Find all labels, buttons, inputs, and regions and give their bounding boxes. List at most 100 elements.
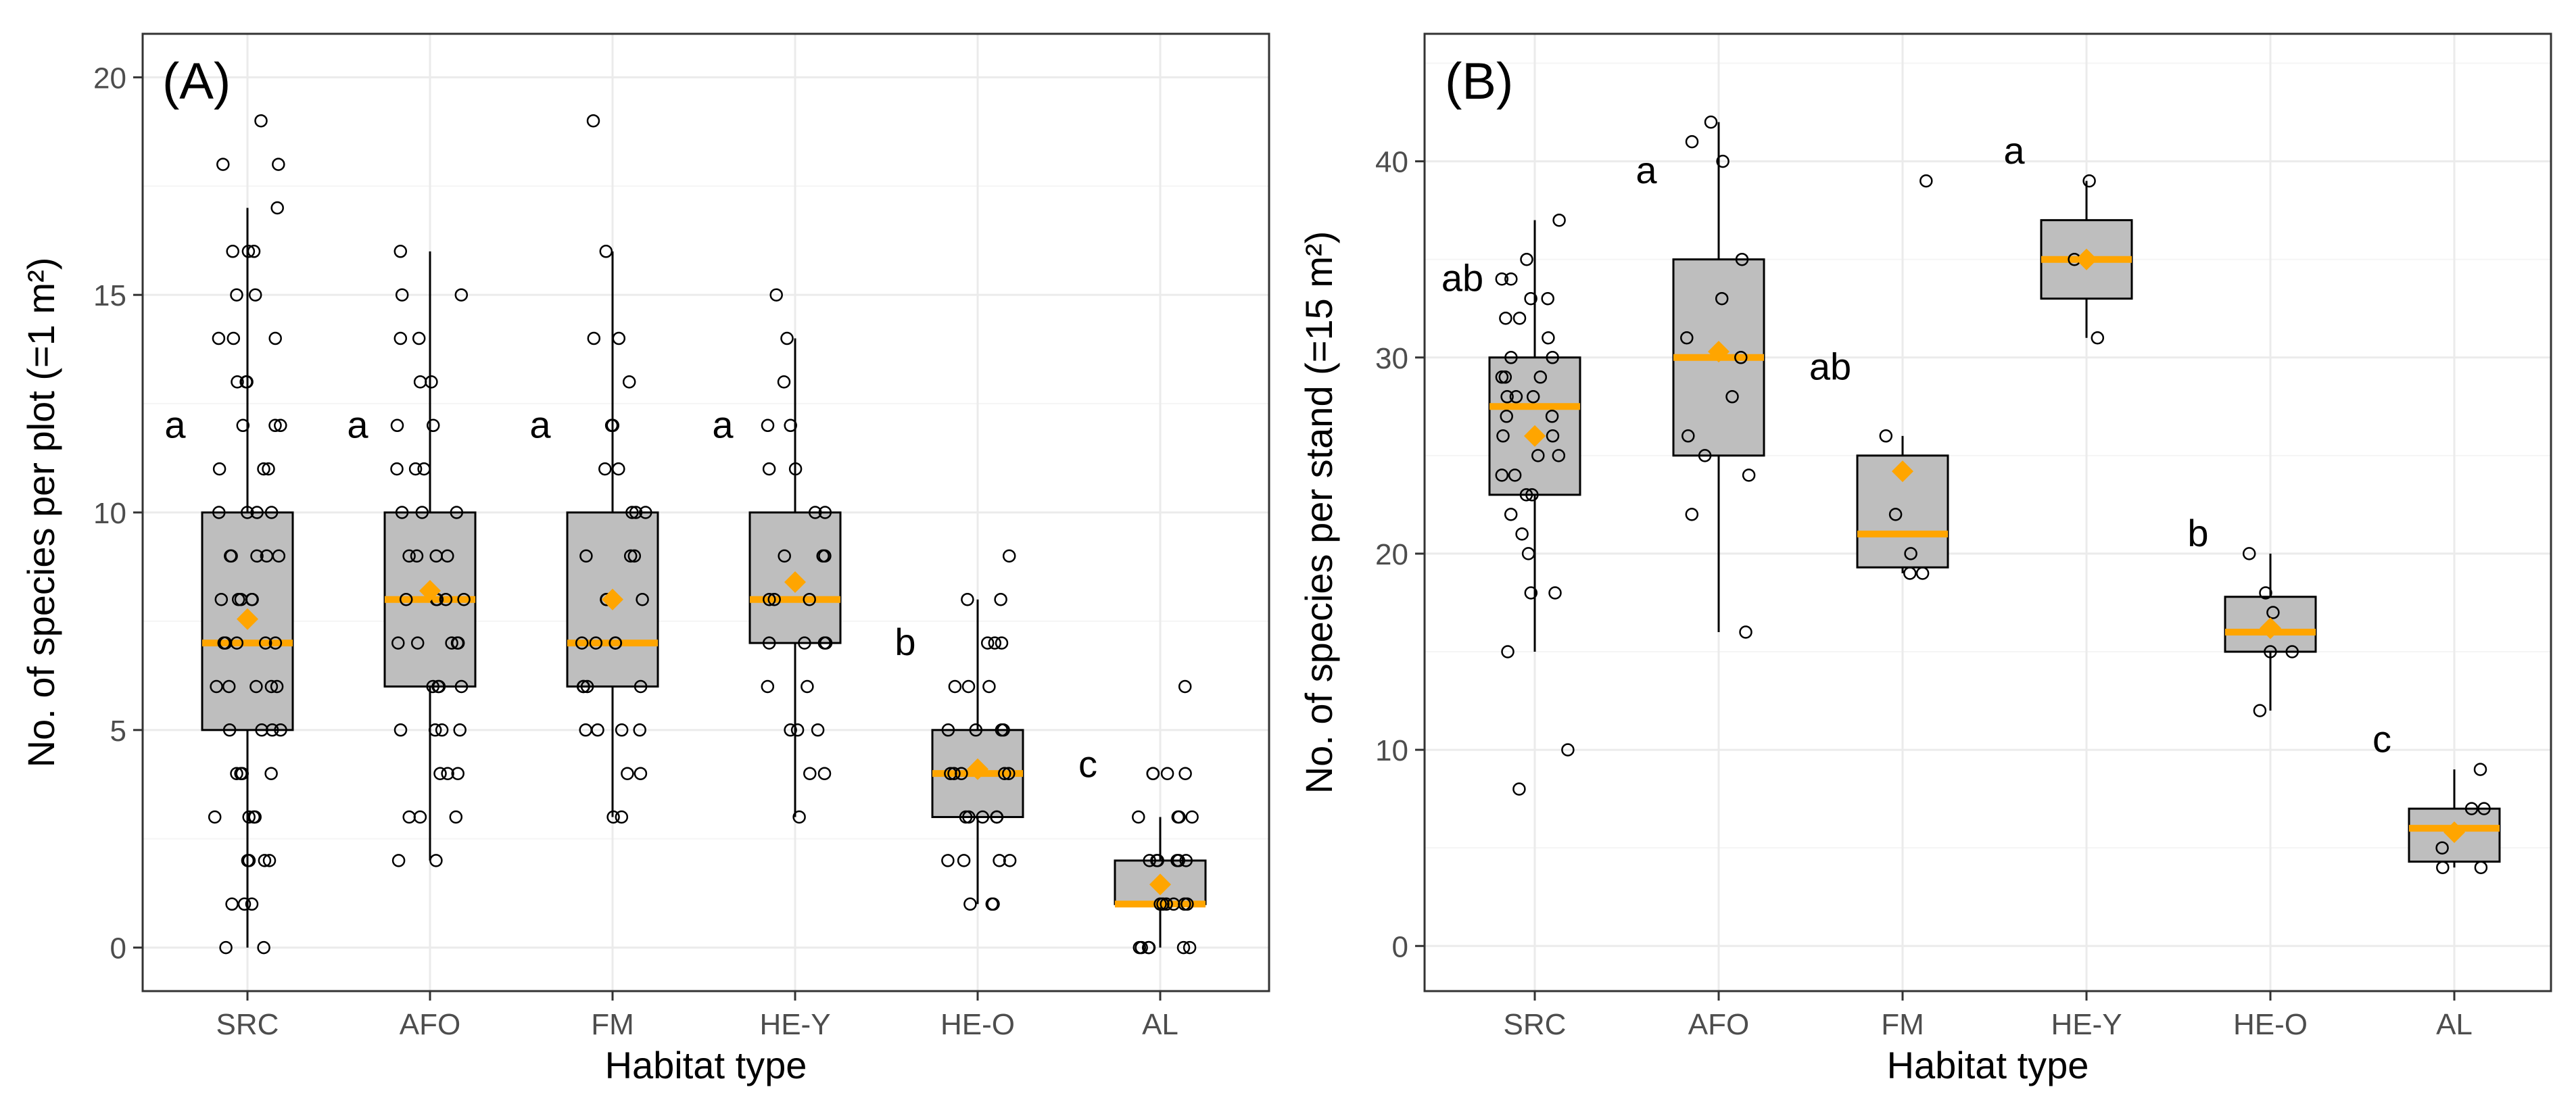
panel-b-frame <box>1423 32 2552 992</box>
panel-a-point-src <box>255 723 268 737</box>
panel-a-x-tick-label: FM <box>591 1008 634 1041</box>
panel-a-point-afo <box>439 592 453 606</box>
panel-a-y-axis-title: No. of species per plot (=1 m²) <box>20 258 62 768</box>
panel-b-point-src <box>1552 449 1566 462</box>
panel-b-mean-marker-he-y <box>2076 248 2097 270</box>
panel-b-point-src <box>1512 311 1527 325</box>
panel-a-point-he-o <box>963 897 977 911</box>
panel-a-point-he-y <box>811 723 825 737</box>
panel-a-point-he-o <box>994 592 1007 606</box>
panel-b-y-tick-label: 0 <box>1392 930 1408 963</box>
panel-a-point-al <box>1183 940 1197 955</box>
panel-b-y-tick-label: 10 <box>1375 734 1408 767</box>
panel-a-point-fm <box>587 331 601 345</box>
panel-a-x-tick-label: HE-O <box>940 1008 1015 1041</box>
panel-a-point-al <box>1178 679 1192 694</box>
panel-a-point-he-o <box>961 679 976 694</box>
panel-a-point-afo <box>449 810 463 824</box>
panel-a-point-src <box>247 245 261 258</box>
panel-a-point-fm <box>623 549 638 563</box>
panel-a-mean-marker-he-y <box>784 571 806 593</box>
panel-a-point-src <box>270 679 284 694</box>
panel-b-x-tick-label: SRC <box>1504 1008 1567 1041</box>
panel-a-point-src <box>230 636 244 650</box>
panel-a-point-src <box>264 767 278 780</box>
panel-a-point-src <box>268 418 282 433</box>
panel-b-point-src <box>1509 390 1523 404</box>
panel-b-x-tick-label: AFO <box>1688 1008 1749 1041</box>
panel-a-point-he-y <box>761 418 775 433</box>
panel-a-x-tick-label: AL <box>1142 1008 1178 1041</box>
panel-b-point-src <box>1495 370 1509 384</box>
panel-a-point-fm <box>615 810 629 824</box>
panel-a-mean-marker-fm <box>602 588 623 610</box>
panel-a-point-he-y <box>818 506 832 519</box>
panel-b-y-tick-label: 30 <box>1375 342 1408 375</box>
panel-a-point-al <box>1171 810 1185 824</box>
panel-b-point-afo <box>1680 331 1694 345</box>
panel-a-significance-letter-he-y: a <box>712 403 734 446</box>
panel-b-point-src <box>1542 331 1555 345</box>
panel-b-point-afo <box>1725 390 1739 404</box>
panel-a-point-fm <box>612 331 626 345</box>
panel-b-point-src <box>1508 469 1522 482</box>
panel-a-point-src <box>208 810 222 824</box>
panel-b-point-fm <box>1888 508 1903 521</box>
panel-a-point-he-o <box>948 679 962 694</box>
panel-b-point-he-y <box>2082 174 2096 188</box>
panel-a-point-al <box>1178 897 1191 911</box>
panel-b-mean-marker-fm <box>1892 460 1913 483</box>
panel-a-point-src <box>250 506 264 519</box>
panel-a-means <box>237 571 1171 896</box>
panel-a-significance-letter-fm: a <box>529 403 551 446</box>
panel-a-y-tick-label: 0 <box>110 932 126 965</box>
panel-a-point-al <box>1151 854 1164 867</box>
panel-a-point-fm <box>636 592 649 606</box>
panel-a-point-src <box>242 810 256 824</box>
panel-b-point-al <box>2473 763 2487 776</box>
panel-a-point-fm <box>627 549 642 563</box>
panel-a-point-src <box>272 158 285 171</box>
panel-a-point-afo <box>393 723 408 737</box>
panel-a-point-src <box>226 331 241 345</box>
panel-a-x-axis-title: Habitat type <box>605 1044 807 1086</box>
panel-a-point-he-o <box>982 679 996 694</box>
panel-a-point-fm <box>615 723 629 737</box>
panel-a-x-tick-label: SRC <box>216 1008 279 1041</box>
panel-a-point-afo <box>433 767 447 780</box>
panel-b-mean-marker-he-o <box>2260 617 2281 640</box>
panel-a-point-he-o <box>962 810 976 824</box>
panel-a-point-fm <box>625 506 639 519</box>
panel-a-point-he-o <box>995 636 1009 650</box>
panel-a-point-he-o <box>997 723 1010 737</box>
panel-a-point-afo <box>399 592 413 606</box>
panel-a-mean-marker-src <box>237 608 258 630</box>
panel-a-point-afo <box>435 723 449 737</box>
panel-a-point-he-o <box>998 767 1011 780</box>
panel-a-point-he-y <box>784 418 797 433</box>
panel-b-point-afo <box>1715 291 1729 306</box>
panel-a-point-src <box>262 462 275 476</box>
panel-b-means <box>1524 248 2465 843</box>
panel-a-point-afo <box>417 462 431 476</box>
panel-a-point-src <box>212 506 226 519</box>
panel-b-point-fm <box>1903 567 1917 580</box>
panel-a-point-al <box>1172 854 1185 867</box>
panel-a-point-src <box>231 375 244 389</box>
panel-a-point-fm <box>621 767 634 780</box>
panel-a-point-he-o <box>955 767 968 780</box>
panel-a-point-al <box>1160 767 1174 780</box>
panel-a-point-src <box>258 636 272 650</box>
panel-b-point-src <box>1546 351 1559 364</box>
panel-a-point-he-y <box>798 636 811 650</box>
panel-b-point-src <box>1546 429 1560 443</box>
panel-a-point-afo <box>450 506 464 519</box>
panel-a-point-src <box>240 375 254 389</box>
panel-a-point-afo <box>426 679 439 694</box>
panel-b-y-tick-label: 20 <box>1375 538 1408 571</box>
panel-b-point-src <box>1504 351 1518 364</box>
panel-a-point-he-y <box>767 592 781 606</box>
panel-a-point-afo <box>412 331 426 345</box>
